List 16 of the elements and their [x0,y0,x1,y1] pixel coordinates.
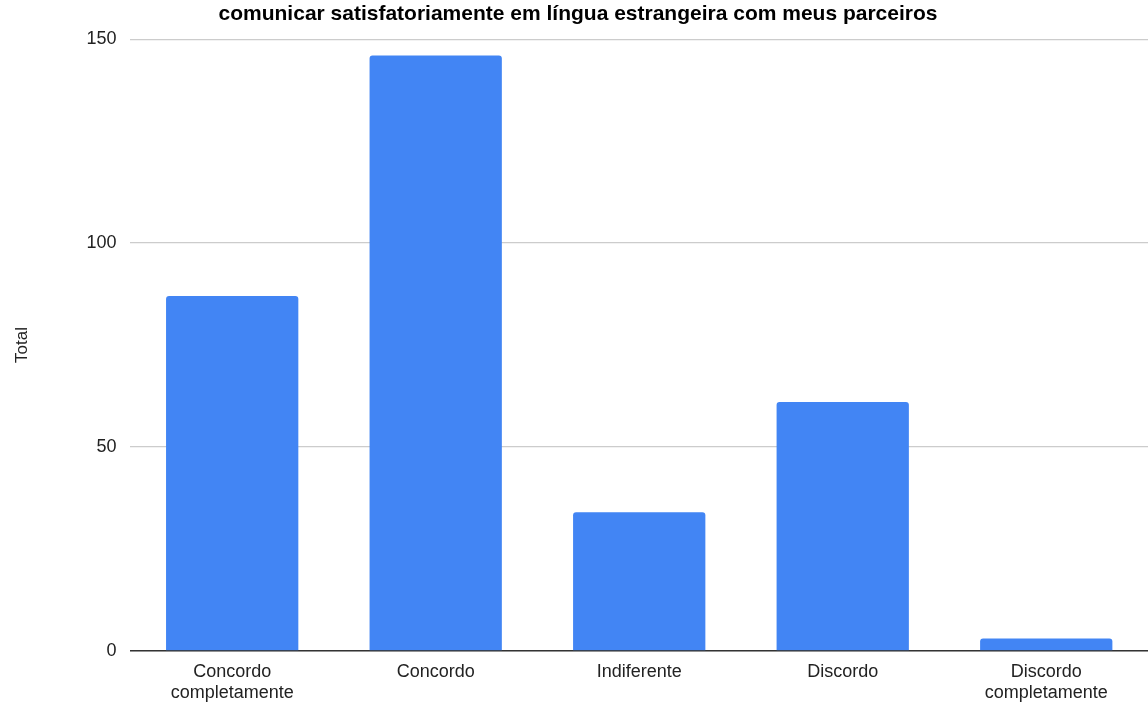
x-tick-label: Discordo completamente [984,660,1108,703]
y-tick-label: 100 [86,232,117,253]
y-tick-label: 0 [106,639,117,660]
bar [573,512,706,651]
x-tick-label: Discordo [807,660,879,681]
bar [166,296,299,651]
bar [776,402,909,651]
y-tick-label: 150 [86,28,117,49]
x-tick-label: Concordo completamente [170,660,294,703]
chart-title: comunicar satisfatoriamente em língua estrangeira com meus parceiros [218,1,938,25]
y-axis-title: Total [11,327,31,363]
y-tick-label: 50 [96,435,117,456]
x-tick-label: Indiferente [596,660,682,681]
x-tick-label: Concordo [396,660,475,681]
bar [980,638,1113,651]
bar [369,55,502,651]
